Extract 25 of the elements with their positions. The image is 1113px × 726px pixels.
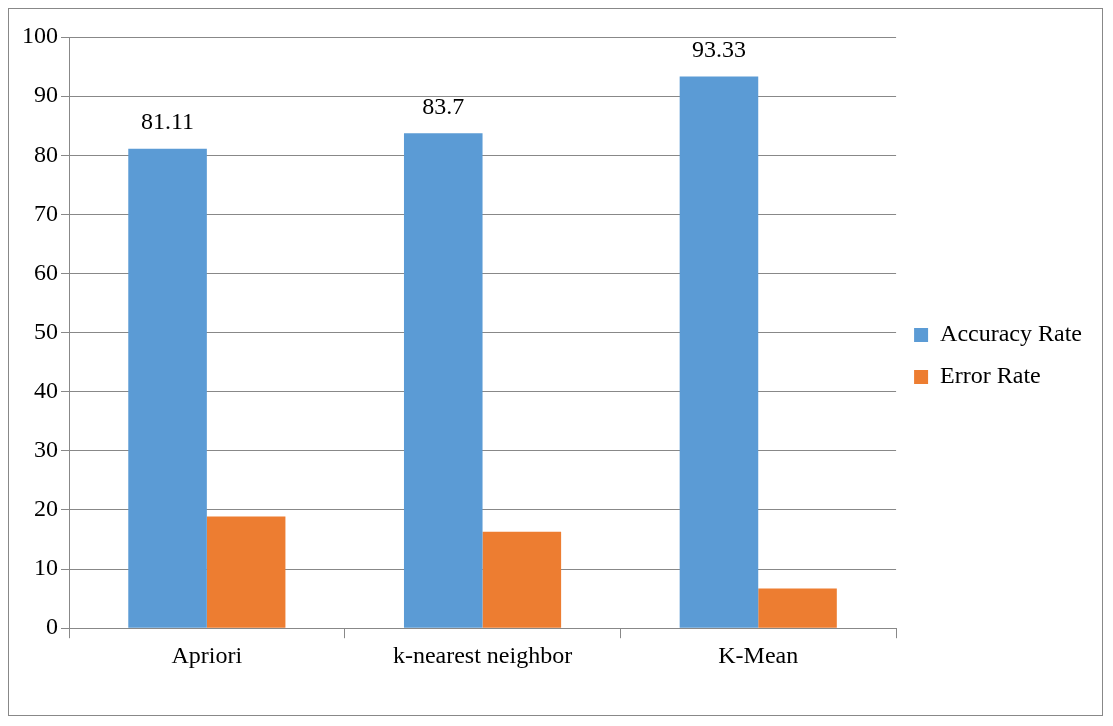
data-label: 81.11 — [141, 107, 195, 134]
x-tick-label: k-nearest neighbor — [392, 641, 573, 668]
y-tick-label: 20 — [34, 495, 58, 522]
bar — [679, 76, 759, 628]
x-tick-label: Apriori — [171, 641, 243, 668]
legend-label: Error Rate — [940, 362, 1041, 389]
y-tick-label: 10 — [34, 554, 58, 581]
y-tick-label: 60 — [34, 258, 58, 285]
bar — [206, 516, 286, 628]
bar — [403, 133, 483, 628]
y-tick-label: 100 — [22, 22, 58, 49]
y-tick-label: 40 — [34, 377, 58, 404]
y-tick-label: 80 — [34, 140, 58, 167]
x-tick-label: K-Mean — [718, 641, 799, 668]
bar — [482, 531, 562, 628]
y-tick-label: 70 — [34, 199, 58, 226]
y-tick-label: 0 — [46, 613, 58, 640]
bar — [758, 588, 837, 628]
bar — [128, 148, 207, 628]
data-label: 83.7 — [422, 92, 465, 119]
data-label: 93.33 — [691, 35, 746, 62]
y-tick-label: 30 — [34, 436, 58, 463]
legend-label: Accuracy Rate — [940, 320, 1083, 347]
y-tick-label: 50 — [34, 317, 58, 344]
y-tick-label: 90 — [34, 81, 58, 108]
